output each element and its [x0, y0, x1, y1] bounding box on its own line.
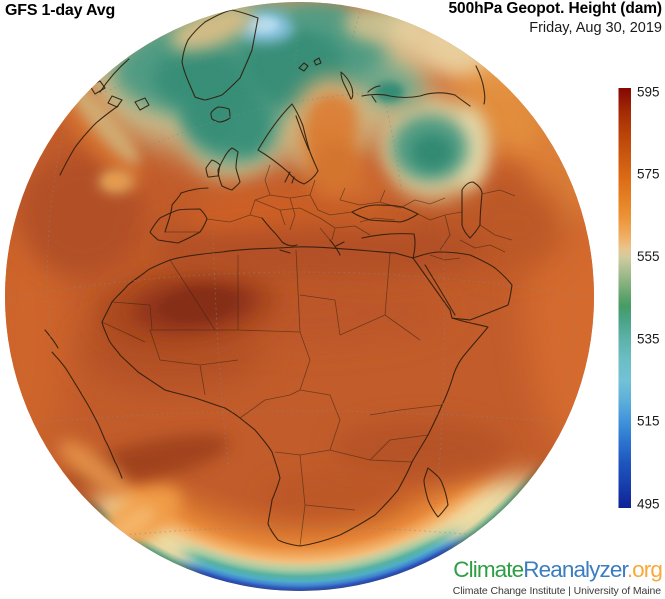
svg-text:595: 595: [637, 85, 660, 100]
svg-text:535: 535: [637, 332, 660, 347]
svg-text:555: 555: [637, 249, 660, 264]
svg-text:515: 515: [637, 414, 660, 429]
svg-text:575: 575: [637, 167, 660, 182]
svg-text:495: 495: [637, 497, 660, 512]
